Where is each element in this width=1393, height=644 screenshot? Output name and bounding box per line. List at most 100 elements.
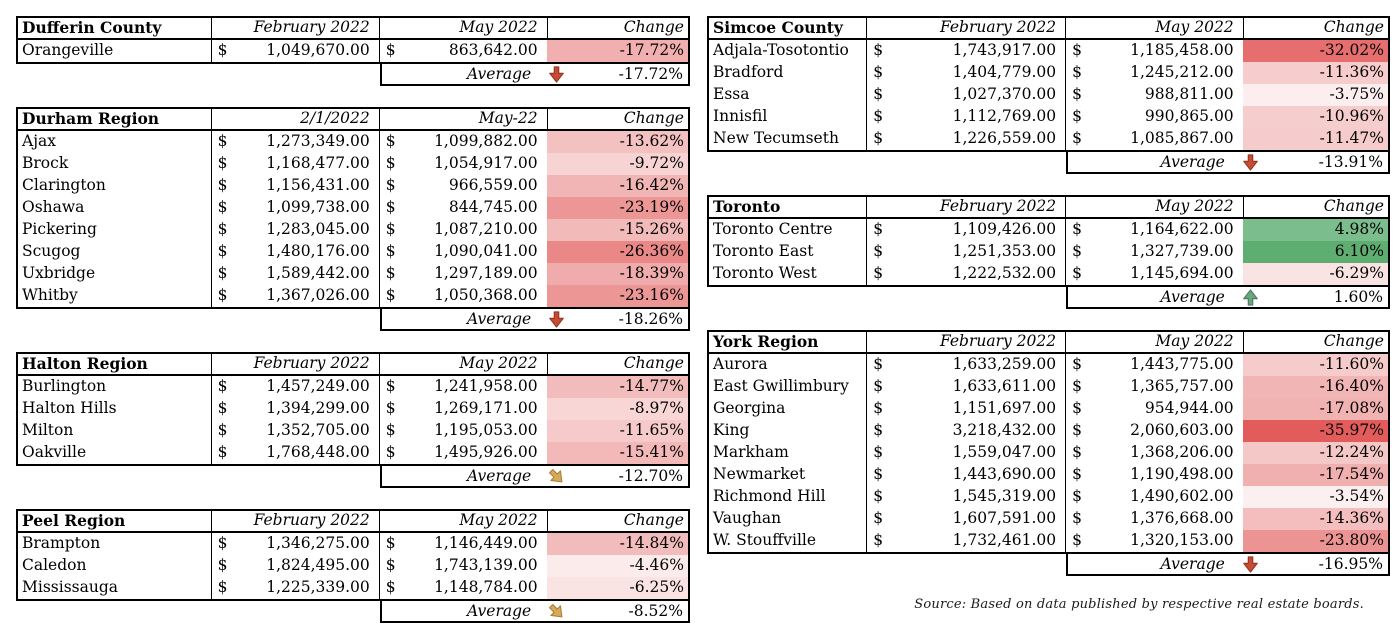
currency-symbol: $: [385, 198, 396, 217]
price-february-value: 1,589,442.00: [266, 264, 370, 283]
currency-symbol: $: [873, 264, 884, 283]
table-row: Toronto West $1,222,532.00 $1,145,694.00 -6…: [709, 263, 1388, 285]
price-may-value: 1,327,739.00: [1130, 242, 1234, 261]
price-february-cell: $1,027,370.00: [867, 84, 1067, 106]
currency-symbol: $: [1072, 63, 1083, 82]
change-cell: -13.62%: [546, 131, 688, 153]
currency-symbol: $: [385, 421, 396, 440]
price-february-value: 1,545,319.00: [952, 487, 1057, 506]
average-value: -13.91%: [1318, 153, 1383, 171]
change-cell: -11.65%: [546, 420, 688, 442]
region-name-cell: Bradford: [709, 62, 868, 84]
price-february-value: 1,226,559.00: [952, 129, 1057, 148]
table-header-row: Dufferin County February 2022 May 2022 Chan…: [18, 18, 688, 40]
region-name-cell: Vaughan: [709, 508, 868, 530]
table-row: Brock $1,168,477.00 $1,054,917.00 -9.72%: [18, 153, 688, 175]
column-header-may: May 2022: [459, 511, 538, 530]
price-february-value: 1,743,917.00: [952, 41, 1057, 60]
table-row: East Gwillimbury $1,633,611.00 $1,365,757.…: [709, 376, 1388, 398]
column-header-change: Change: [1242, 197, 1388, 217]
price-february-value: 1,273,349.00: [266, 132, 370, 151]
currency-symbol: $: [385, 41, 396, 60]
change-cell: -12.24%: [1242, 442, 1388, 464]
price-february-value: 1,156,431.00: [266, 176, 370, 195]
average-indicator: -13.91%: [1241, 152, 1388, 172]
region-name-cell: Milton: [18, 420, 212, 442]
change-cell: -26.36%: [546, 241, 688, 263]
price-may-cell: $1,099,882.00: [380, 131, 547, 153]
region-name-cell: Toronto West: [709, 263, 868, 285]
average-value: -8.52%: [628, 602, 683, 620]
table-title: Toronto: [709, 197, 868, 217]
price-may-value: 1,368,206.00: [1130, 443, 1234, 462]
table-row: Pickering $1,283,045.00 $1,087,210.00 -15.2…: [18, 219, 688, 241]
currency-symbol: $: [1072, 421, 1083, 440]
change-cell: -14.77%: [546, 376, 688, 398]
currency-symbol: $: [217, 286, 228, 305]
change-cell: -11.36%: [1242, 62, 1388, 84]
table-row: Newmarket $1,443,690.00 $1,190,498.00 -17.5…: [709, 464, 1388, 486]
price-february-cell: $1,545,319.00: [867, 486, 1067, 508]
price-february-cell: $1,222,532.00: [867, 263, 1067, 285]
table-row: New Tecumseth $1,226,559.00 $1,085,867.00-…: [709, 128, 1388, 150]
column-header-change: Change: [546, 109, 688, 129]
change-cell: -23.16%: [546, 285, 688, 307]
price-may-value: 1,269,171.00: [434, 399, 538, 418]
region-name-cell: Aurora: [709, 354, 868, 376]
price-february-cell: $1,099,738.00: [212, 197, 380, 219]
currency-symbol: $: [217, 399, 228, 418]
region-name-cell: Toronto East: [709, 241, 868, 263]
column-header-change: Change: [1242, 18, 1388, 38]
average-label: Average: [466, 310, 532, 328]
price-february-cell: $1,168,477.00: [212, 153, 380, 175]
price-may-cell: $1,269,171.00: [380, 398, 547, 420]
price-february-cell: $1,457,249.00: [212, 376, 380, 398]
price-may-cell: $1,148,784.00: [380, 577, 547, 599]
table-title: York Region: [709, 332, 868, 352]
currency-symbol: $: [1072, 85, 1083, 104]
price-may-cell: $966,559.00: [380, 175, 547, 197]
price-may-cell: $1,241,958.00: [380, 376, 547, 398]
currency-symbol: $: [1072, 443, 1083, 462]
column-header-may: May-22: [478, 109, 538, 128]
price-may-value: 1,376,668.00: [1130, 509, 1234, 528]
currency-symbol: $: [385, 264, 396, 283]
price-february-cell: $1,480,176.00: [212, 241, 380, 263]
price-february-cell: $1,346,275.00: [212, 533, 380, 555]
price-february-cell: $1,251,353.00: [867, 241, 1067, 263]
region-name-cell: Clarington: [18, 175, 212, 197]
currency-symbol: $: [1072, 509, 1083, 528]
currency-symbol: $: [1072, 531, 1083, 550]
price-february-value: 1,367,026.00: [266, 286, 370, 305]
table-header-row: Peel Region February 2022 May 2022 Change: [18, 511, 688, 533]
region-table: Dufferin County February 2022 May 2022 Chan…: [16, 16, 690, 64]
price-february-cell: $1,404,779.00: [867, 62, 1067, 84]
region-table-block: York Region February 2022 May 2022 Change Au…: [707, 330, 1390, 576]
currency-symbol: $: [385, 132, 396, 151]
region-table: York Region February 2022 May 2022 Change Au…: [707, 330, 1390, 554]
price-february-cell: $1,443,690.00: [867, 464, 1067, 486]
change-cell: -11.47%: [1242, 128, 1388, 150]
price-may-cell: $1,087,210.00: [380, 219, 547, 241]
change-cell: -18.39%: [546, 263, 688, 285]
currency-symbol: $: [385, 399, 396, 418]
change-cell: -9.72%: [546, 153, 688, 175]
table-row: Halton Hills $1,394,299.00 $1,269,171.00 -8…: [18, 398, 688, 420]
price-may-cell: $1,145,694.00: [1066, 263, 1243, 285]
average-indicator: -12.70%: [547, 466, 688, 486]
column-header-february: February 2022: [212, 354, 380, 374]
column-header-february: February 2022: [212, 511, 380, 531]
change-cell: -15.41%: [546, 442, 688, 464]
price-may-cell: $1,050,368.00: [380, 285, 547, 307]
average-indicator: -18.26%: [547, 309, 688, 329]
average-indicator: -16.95%: [1241, 554, 1388, 574]
price-february-value: 1,168,477.00: [266, 154, 370, 173]
table-row: King $3,218,432.00 $2,060,603.00 -35.97%: [709, 420, 1388, 442]
average-row: Average -16.95%: [1066, 552, 1390, 576]
price-may-value: 844,745.00: [448, 198, 538, 217]
change-cell: -32.02%: [1242, 40, 1388, 62]
left-column: Dufferin County February 2022 May 2022 Chan…: [16, 16, 690, 644]
change-cell: -4.46%: [546, 555, 688, 577]
average-value: -18.26%: [618, 310, 683, 328]
currency-symbol: $: [873, 85, 884, 104]
